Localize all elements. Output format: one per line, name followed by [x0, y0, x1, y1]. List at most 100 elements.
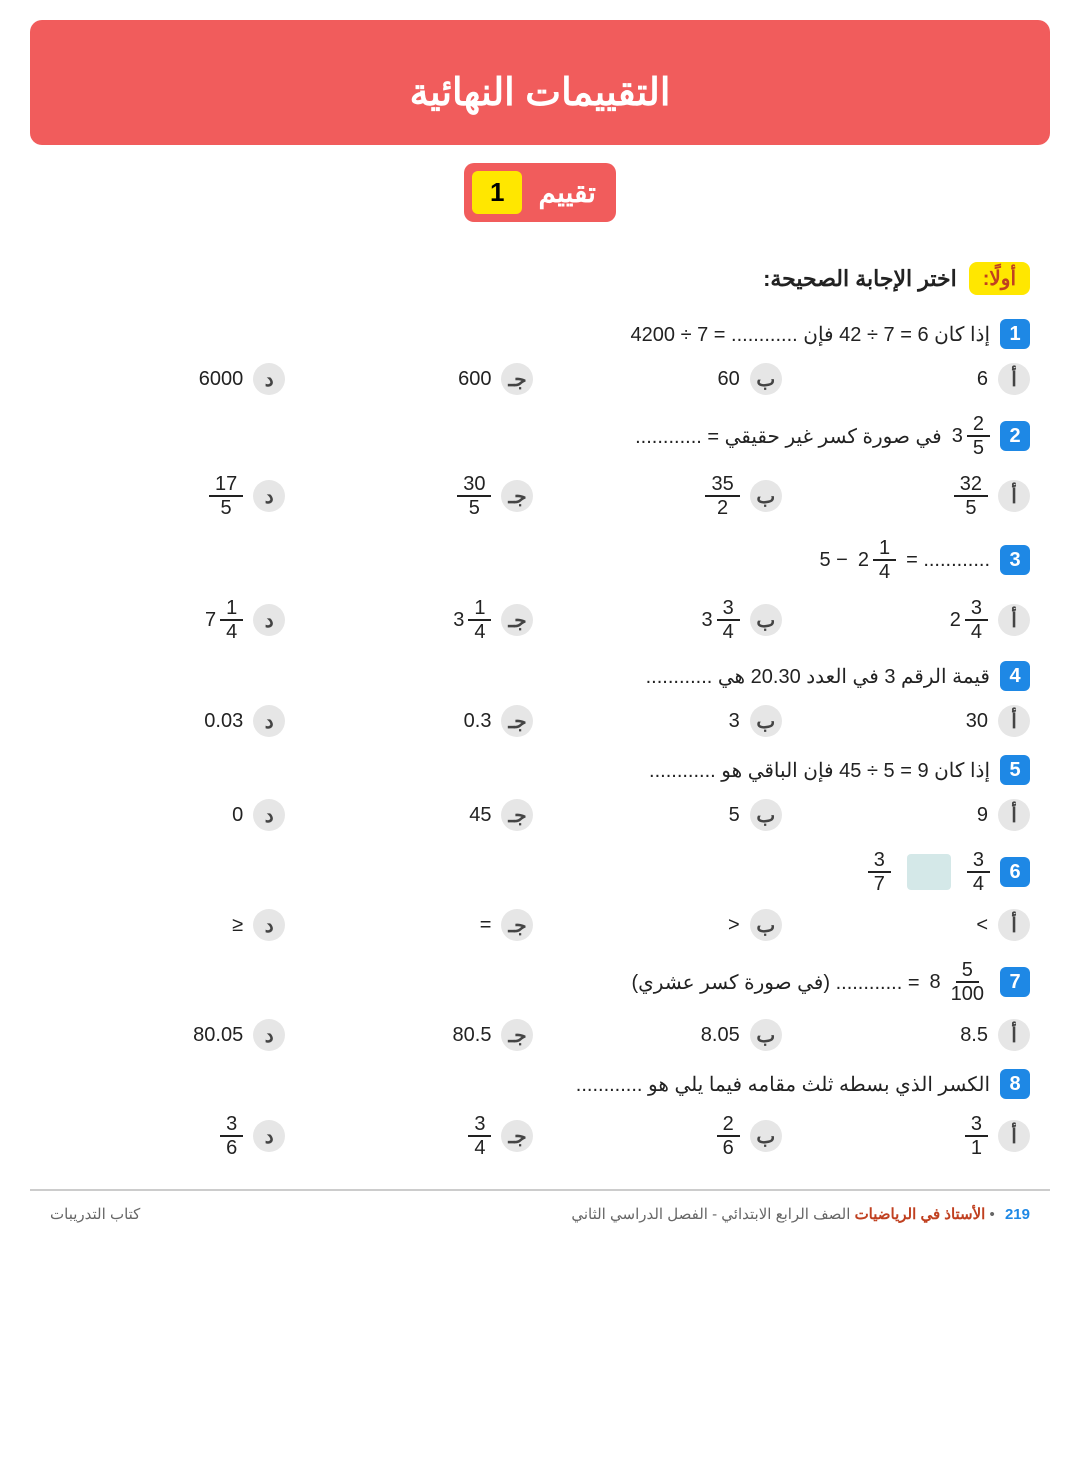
q8-a-n: 3 [965, 1113, 988, 1137]
q8-c-d: 4 [468, 1137, 491, 1159]
q5-opt-d[interactable]: د0 [50, 799, 285, 831]
q6-left-d: 4 [967, 873, 990, 895]
q2-opt-a[interactable]: أ325 [795, 473, 1030, 519]
q4-opt-d[interactable]: د 0.03 [50, 705, 285, 737]
q3-minus: − 5 [819, 549, 847, 572]
q3-b-n: 3 [717, 597, 740, 621]
q8-c-frac: 34 [468, 1113, 491, 1159]
q7-options: أ8.5 ب8.05 جـ80.5 د80.05 [50, 1019, 1030, 1051]
opt-label-c: جـ [501, 1019, 533, 1051]
q6-opt-d[interactable]: د≤ [50, 909, 285, 941]
q6-opt-b[interactable]: ب< [547, 909, 782, 941]
q5-opt-c[interactable]: جـ45 [298, 799, 533, 831]
page-footer: 219 • الأستاذ في الرياضيات الصف الرابع ا… [30, 1189, 1050, 1237]
q1-opt-b[interactable]: ب60 [547, 363, 782, 395]
q7-b: 8.05 [701, 1024, 740, 1047]
q7-opt-c[interactable]: جـ80.5 [298, 1019, 533, 1051]
q1-options: أ6 ب60 جـ600 د6000 [50, 363, 1030, 395]
opt-label-d: د [253, 480, 285, 512]
q1-text: إذا كان 6 = 7 ÷ 42 فإن ............ = 7 … [631, 322, 990, 347]
opt-label-c: جـ [501, 799, 533, 831]
q7-whole: 8 [930, 971, 941, 994]
q2-frac-n: 2 [967, 413, 990, 437]
q2-whole: 3 [952, 425, 963, 448]
q8-opt-d[interactable]: د36 [50, 1113, 285, 1159]
opt-label-a: أ [998, 1019, 1030, 1051]
q6-b: < [728, 914, 740, 937]
q2-d-n: 17 [209, 473, 243, 497]
q2-d-frac: 175 [209, 473, 243, 519]
q7-num: 7 [1000, 967, 1030, 997]
q1-opt-d[interactable]: د6000 [50, 363, 285, 395]
q4-opt-c[interactable]: جـ 0.3 [298, 705, 533, 737]
question-3: 3 ............ = 14 2 − 5 [50, 537, 1030, 583]
opt-label-b: ب [750, 1120, 782, 1152]
q8-c-n: 3 [468, 1113, 491, 1137]
q3-opt-b[interactable]: ب343 [547, 597, 782, 643]
q4-d: 0.03 [204, 710, 243, 733]
q5-opt-b[interactable]: ب5 [547, 799, 782, 831]
opt-label-d: د [253, 604, 285, 636]
q4-a: 30 [966, 710, 988, 733]
opt-label-a: أ [998, 799, 1030, 831]
q5-num: 5 [1000, 755, 1030, 785]
section-text: اختر الإجابة الصحيحة: [763, 266, 957, 292]
q2-opt-b[interactable]: ب352 [547, 473, 782, 519]
q8-a-frac: 31 [965, 1113, 988, 1159]
q3-d-mixed: 147 [205, 597, 243, 643]
q4-text: قيمة الرقم 3 في العدد 20.30 هي .........… [646, 664, 990, 689]
q7-d: 80.05 [193, 1024, 243, 1047]
q3-opt-a[interactable]: أ342 [795, 597, 1030, 643]
opt-label-b: ب [750, 909, 782, 941]
q1-opt-c[interactable]: جـ600 [298, 363, 533, 395]
q7-rest: = ............ (في صورة كسر عشري) [631, 970, 919, 995]
q3-mix-w: 2 [858, 549, 869, 572]
opt-label-c: جـ [501, 909, 533, 941]
question-7: 7 5100 8 = ............ (في صورة كسر عشر… [50, 959, 1030, 1005]
q2-b-d: 2 [711, 497, 734, 519]
q2-opt-d[interactable]: د 175 [50, 473, 285, 519]
q4-opt-b[interactable]: ب3 [547, 705, 782, 737]
q7-opt-b[interactable]: ب8.05 [547, 1019, 782, 1051]
q3-opt-c[interactable]: جـ143 [298, 597, 533, 643]
q5-b: 5 [729, 804, 740, 827]
q2-a-d: 5 [959, 497, 982, 519]
question-6: 6 34 37 [50, 849, 1030, 895]
q3-options: أ342 ب343 جـ143 د 147 [50, 597, 1030, 643]
opt-label-d: د [253, 705, 285, 737]
q2-c-d: 5 [463, 497, 486, 519]
q2-c-n: 30 [457, 473, 491, 497]
q3-c-d: 4 [468, 621, 491, 643]
page-number: 219 [1005, 1206, 1030, 1223]
opt-label-c: جـ [501, 705, 533, 737]
q3-opt-d[interactable]: د 147 [50, 597, 285, 643]
q8-opt-a[interactable]: أ31 [795, 1113, 1030, 1159]
badge-num: 1 [472, 171, 522, 214]
question-5: 5 إذا كان 9 = 5 ÷ 45 فإن الباقي هو .....… [50, 755, 1030, 785]
q7-fd: 100 [945, 983, 990, 1005]
section-tag: أولًا: [969, 262, 1030, 295]
q6-opt-c[interactable]: جـ= [298, 909, 533, 941]
q4-c: 0.3 [464, 710, 492, 733]
q6-opt-a[interactable]: أ> [795, 909, 1030, 941]
q7-opt-d[interactable]: د80.05 [50, 1019, 285, 1051]
footer-brand: الأستاذ في الرياضيات [855, 1206, 986, 1223]
q8-text: الكسر الذي بسطه ثلث مقامه فيما يلي هو ..… [576, 1072, 990, 1097]
q8-d-frac: 36 [220, 1113, 243, 1159]
opt-label-b: ب [750, 799, 782, 831]
q4-opt-a[interactable]: أ30 [795, 705, 1030, 737]
q1-opt-a[interactable]: أ6 [795, 363, 1030, 395]
q5-opt-a[interactable]: أ9 [795, 799, 1030, 831]
q8-a-d: 1 [965, 1137, 988, 1159]
q3-c-w: 3 [453, 609, 464, 632]
q4-options: أ30 ب3 جـ 0.3 د 0.03 [50, 705, 1030, 737]
q7-opt-a[interactable]: أ8.5 [795, 1019, 1030, 1051]
opt-label-c: جـ [501, 1120, 533, 1152]
q3-c-n: 1 [468, 597, 491, 621]
q6-right-frac: 37 [868, 849, 891, 895]
q8-opt-c[interactable]: جـ 34 [298, 1113, 533, 1159]
q1-c: 600 [458, 368, 491, 391]
q2-opt-c[interactable]: جـ305 [298, 473, 533, 519]
footer-bullet: • [990, 1206, 995, 1223]
q8-opt-b[interactable]: ب26 [547, 1113, 782, 1159]
